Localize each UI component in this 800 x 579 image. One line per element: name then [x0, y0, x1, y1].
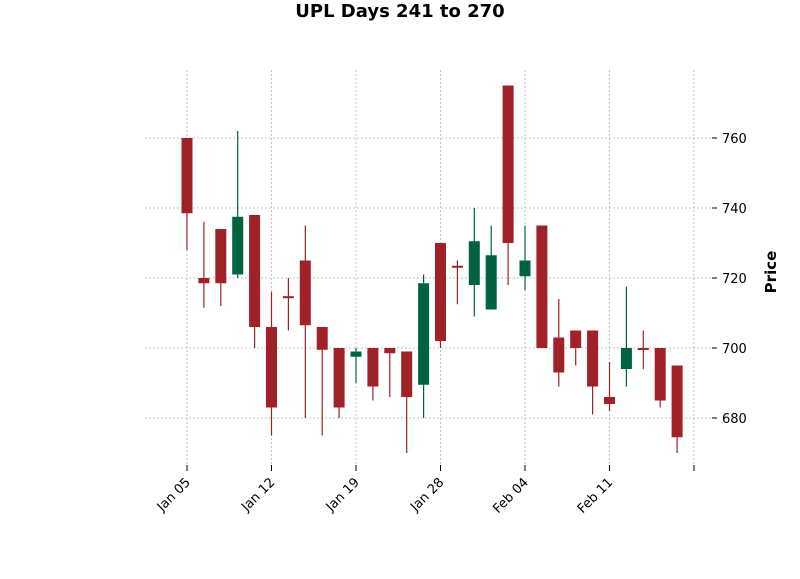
candle [485, 225, 497, 310]
candle-body [451, 265, 463, 268]
candle-body [181, 138, 193, 214]
chart-title: UPL Days 241 to 270 [295, 1, 504, 22]
y-tick-label: 740 [722, 202, 747, 217]
candle-body [333, 348, 345, 408]
candle-body [654, 348, 666, 401]
candle-body [232, 216, 244, 275]
candle [536, 225, 548, 348]
x-tick-label: Jan 12 [238, 475, 278, 515]
candle-body [671, 365, 683, 438]
candle [401, 351, 413, 453]
candle-body [198, 278, 210, 284]
x-tick-label: Feb 11 [575, 475, 617, 517]
candle [570, 330, 582, 366]
candle [266, 292, 277, 436]
candle-body [485, 255, 497, 310]
x-tick-label: Jan 19 [323, 475, 363, 515]
candle-body [401, 351, 413, 397]
x-tick-label: Feb 04 [490, 475, 532, 517]
x-tick-label: Jan 05 [154, 475, 194, 515]
candle-body [384, 348, 396, 354]
candle [671, 365, 683, 453]
y-axis: 680 700 720 740 760 [712, 132, 747, 427]
candle [350, 348, 362, 383]
candle [232, 131, 244, 278]
candle-body [299, 260, 311, 326]
candle [367, 348, 379, 401]
candle [249, 215, 261, 348]
y-tick-label: 700 [722, 342, 747, 357]
y-tick-label: 760 [722, 132, 747, 147]
candle [620, 286, 632, 387]
y-tick-label: 680 [722, 412, 747, 427]
candle [519, 225, 531, 291]
y-tick-label: 720 [722, 272, 747, 287]
grid-lines [145, 70, 712, 465]
candle-body [587, 330, 599, 387]
candle-body [468, 241, 480, 285]
candle [553, 299, 565, 387]
candle-body [266, 327, 277, 408]
candle-body [249, 215, 261, 327]
y-axis-label: Price [762, 251, 780, 294]
candle-body [435, 243, 446, 341]
candle-body [519, 260, 531, 277]
candle [181, 138, 193, 250]
candle [198, 222, 210, 308]
candle [215, 229, 227, 306]
candle [451, 260, 463, 305]
x-axis: Jan 05 Jan 12 Jan 19 Jan 28 Feb 04 Feb 11 [154, 465, 695, 517]
candle [333, 348, 345, 418]
candle-body [620, 348, 632, 369]
candle [282, 278, 294, 331]
candle-body [536, 225, 548, 348]
candle-body [418, 283, 430, 385]
candle-body [215, 229, 227, 284]
candle [604, 362, 615, 411]
candles [181, 85, 683, 453]
candle [637, 330, 649, 369]
candle [316, 327, 328, 436]
candle-body [350, 351, 362, 357]
candle-body [553, 337, 565, 373]
candle-body [502, 85, 514, 243]
candle-body [316, 327, 328, 350]
x-tick-label: Jan 28 [407, 475, 447, 515]
candle-body [604, 397, 615, 404]
candle [384, 348, 396, 397]
candle-body [570, 330, 582, 348]
candle-body [367, 348, 379, 387]
candle-body [637, 348, 649, 350]
candle [468, 208, 480, 317]
candle [418, 274, 430, 418]
candle [654, 348, 666, 408]
candle [587, 330, 599, 415]
candle [435, 243, 446, 348]
candle [299, 225, 311, 418]
candle-body [282, 296, 294, 299]
candle [502, 85, 514, 285]
